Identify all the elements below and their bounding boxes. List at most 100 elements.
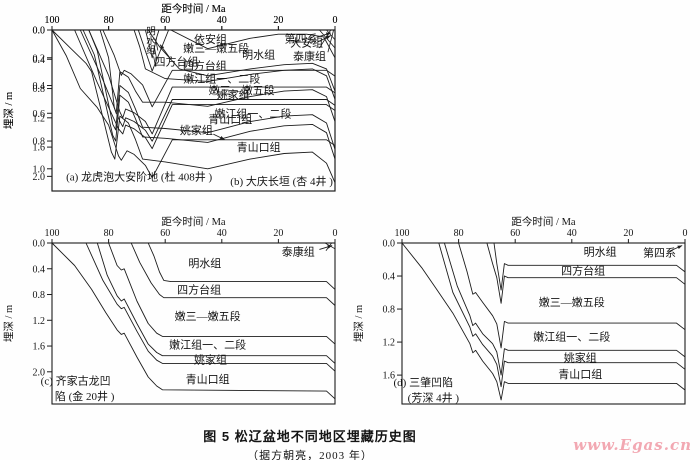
y-tick-label: 1.2	[33, 316, 46, 327]
unit-label: 第四系	[643, 245, 676, 259]
leader-arrowhead	[327, 245, 333, 249]
caption-title: 图 5 松辽盆地不同地区埋藏历史图	[203, 429, 417, 444]
leader-arrowhead	[677, 245, 683, 249]
unit-label: 四方台组	[561, 264, 605, 278]
burial-curve-horizon-5	[85, 242, 336, 372]
y-tick-label: 1.0	[33, 164, 46, 175]
x-tick-label: 0	[333, 228, 338, 239]
burial-curve-horizon-1	[493, 242, 686, 291]
hatch-line	[326, 29, 336, 40]
x-tick-label: 100	[45, 15, 60, 26]
y-tick-label: 0.8	[33, 137, 46, 148]
x-tick-label: 100	[45, 228, 60, 239]
x-tick-label: 40	[217, 15, 227, 26]
burial-curve-horizon-1	[144, 29, 160, 59]
x-tick-label: 40	[567, 228, 577, 239]
y-tick-label: 0.8	[383, 305, 396, 316]
burial-curve-horizon-4	[96, 242, 336, 364]
y-axis-title: 埋深 / m	[3, 305, 15, 342]
hatch-line	[154, 47, 158, 60]
x-tick-label: 60	[510, 228, 520, 239]
burial-curve-horizon-3	[108, 242, 336, 345]
x-tick-label: 20	[273, 15, 283, 26]
x-tick-label: 80	[104, 15, 114, 26]
burial-curve-horizon-2	[130, 242, 336, 306]
x-tick-label: 40	[217, 228, 227, 239]
y-tick-label: 2.0	[33, 172, 46, 183]
x-tick-label: 0	[683, 228, 688, 239]
unit-label: 青山口组	[208, 112, 252, 126]
unit-label: 四方台组	[183, 59, 227, 73]
y-tick-label: 0.4	[33, 81, 46, 92]
hatch-line	[319, 29, 336, 49]
x-tick-label: 60	[160, 15, 170, 26]
y-tick-label: 1.6	[33, 342, 46, 353]
unit-label: 嫩江组一、二段	[533, 330, 610, 344]
plot-border	[401, 242, 686, 405]
hatch-line	[327, 29, 334, 53]
x-axis-title: 距今时间 / Ma	[161, 215, 226, 228]
y-tick-label: 0.0	[383, 239, 396, 250]
burial-curve-horizon-5	[79, 29, 336, 142]
y-tick-label: 0.8	[33, 290, 46, 301]
figure-caption: 图 5 松辽盆地不同地区埋藏历史图 （据方朝亮，2003 年）	[0, 426, 620, 460]
x-tick-label: 60	[160, 15, 170, 26]
unit-label: 嫩三—嫩五段	[183, 41, 249, 55]
unit-label: 嫩三—嫩五段	[209, 83, 275, 97]
x-axis-title: 距今时间 / Ma	[511, 215, 576, 228]
burial-curve-horizon-7	[51, 29, 336, 179]
x-axis-title: 距今时间 / Ma	[161, 2, 226, 15]
unit-label: 嫩江组一、二段	[183, 72, 260, 86]
y-tick-label: 1.2	[383, 338, 396, 349]
unit-label: 泰康组	[282, 245, 315, 259]
burial-curve-horizon-3	[102, 29, 336, 108]
x-tick-label: 80	[454, 228, 464, 239]
panel-label: (c) 齐家古龙凹	[41, 373, 111, 387]
leader-arrowhead	[325, 35, 331, 40]
x-tick-label: 60	[160, 228, 170, 239]
y-tick-label: 1.2	[33, 113, 46, 124]
x-tick-label: 0	[333, 15, 338, 26]
burial-curve-horizon-7	[51, 29, 336, 183]
burial-curve-horizon-5	[88, 29, 336, 150]
unit-label: 青山口组	[186, 372, 230, 386]
y-tick-label: 0.8	[33, 84, 46, 95]
burial-curve-horizon-3	[133, 29, 336, 100]
burial-curve-horizon-3	[458, 242, 686, 349]
y-tick-label: 0.4	[33, 264, 46, 275]
y-tick-label: 0.4	[33, 55, 46, 66]
burial-curve-horizon-4	[88, 29, 336, 135]
x-tick-label: 100	[395, 228, 410, 239]
unit-label: 依安组	[194, 32, 227, 46]
x-tick-label: 100	[45, 15, 60, 26]
leader-arrowhead	[219, 136, 225, 140]
panel-label: (d) 三肇凹陷	[394, 375, 454, 389]
y-tick-label: 1.6	[33, 143, 46, 154]
x-tick-label: 80	[104, 228, 114, 239]
burial-history-chart-c: 距今时间 / Ma 埋深 / m 100 80 60 40 20 0 0.0 0.4 0.8 1.2 1…	[3, 215, 338, 405]
x-tick-label: 20	[273, 15, 283, 26]
x-tick-label: 80	[104, 15, 114, 26]
burial-curve-horizon-4	[443, 242, 686, 376]
x-tick-label: 40	[217, 15, 227, 26]
plot-border	[51, 242, 336, 405]
y-axis-title: 埋深 / m	[3, 92, 15, 129]
watermark: www.Egas.cn	[573, 436, 692, 454]
unit-label: 姚家组	[564, 350, 597, 364]
unit-label-vertical: 明水组	[146, 26, 156, 56]
panel-label: 陷 (金 20井 )	[55, 389, 115, 403]
y-tick-label: 0.4	[383, 272, 396, 283]
y-axis-title: 埋深 / m	[3, 92, 15, 129]
caption-source: （据方朝亮，2003 年）	[247, 450, 373, 460]
burial-curve-horizon-1	[170, 29, 336, 59]
panel-label: (a) 龙虎泡大安阶地 (杜 408井 )	[66, 170, 212, 184]
y-tick-label: 0.6	[33, 109, 46, 120]
y-axis-title: 埋深 / m	[353, 305, 365, 342]
panel-label: (芳深 4井 )	[408, 391, 460, 405]
burial-curve-horizon-6	[74, 29, 336, 150]
x-axis-title: 距今时间 / Ma	[161, 2, 226, 15]
y-tick-label: 1.6	[383, 371, 396, 382]
